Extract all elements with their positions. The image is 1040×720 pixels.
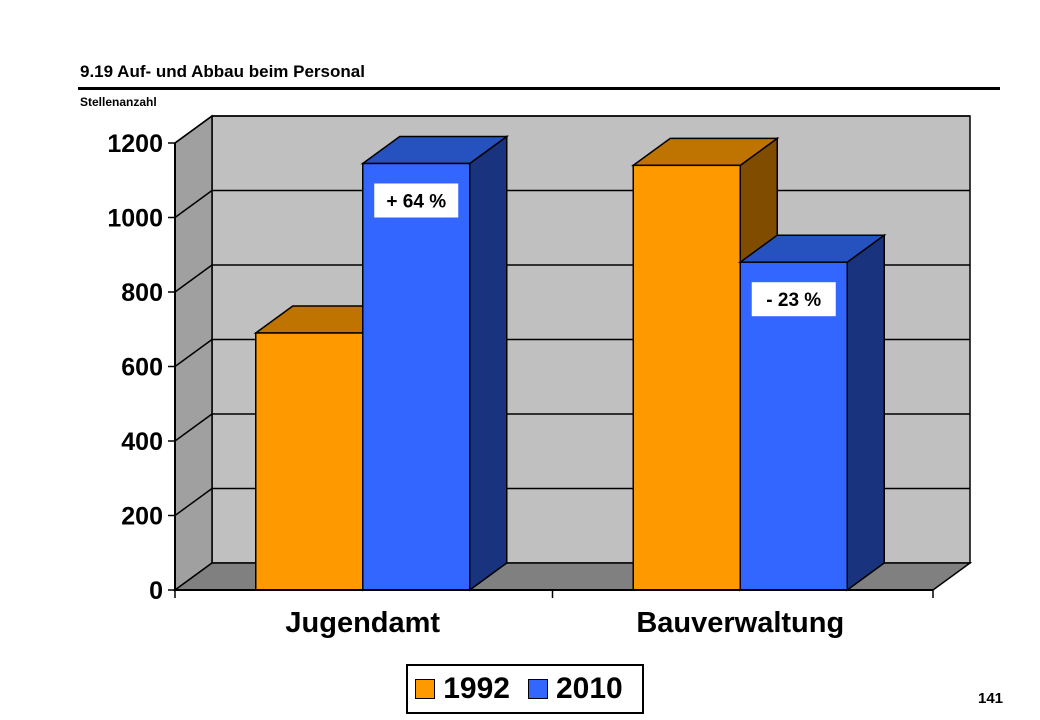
y-tick-label: 800 — [121, 279, 163, 307]
gridline-side — [174, 189, 213, 219]
bar-1992-0 — [255, 332, 364, 591]
page-title: 9.19 Auf- und Abbau beim Personal — [80, 62, 365, 81]
annotation-label-1: - 23 % — [766, 290, 821, 311]
bar-1992-1 — [632, 164, 741, 591]
gridline-side — [174, 413, 213, 442]
y-tick-label: 1200 — [107, 130, 163, 158]
y-tick-label: 600 — [121, 354, 163, 382]
legend-label-2010: 2010 — [556, 672, 623, 705]
y-axis-label: Stellenanzahl — [80, 95, 157, 109]
chart-legend: 1992 2010 — [406, 664, 644, 714]
legend-swatch-2010 — [528, 679, 548, 699]
bar-side-2010-1 — [846, 233, 885, 592]
x-tick-label-0: Jugendamt — [285, 607, 440, 639]
gridline-side — [174, 338, 213, 368]
legend-item-1992: 1992 — [415, 672, 522, 706]
y-tick-label: 1000 — [107, 205, 163, 233]
y-tick-label: 200 — [121, 503, 163, 531]
gridline-side — [174, 115, 213, 144]
gridline-side — [174, 264, 213, 293]
bar-2010-1 — [739, 261, 848, 591]
y-tick-label: 400 — [121, 428, 163, 456]
bar-2010-0 — [362, 162, 471, 591]
annotation-box-0 — [374, 183, 459, 218]
x-tick-label-1: Bauverwaltung — [636, 607, 844, 639]
y-tick-label: 0 — [149, 577, 163, 605]
legend-swatch-1992 — [415, 679, 436, 699]
bar-side-2010-0 — [469, 135, 508, 592]
annotation-label-0: + 64 % — [386, 191, 446, 212]
annotation-box-1 — [751, 282, 836, 317]
gridline-side — [174, 487, 213, 517]
title-divider — [78, 87, 1000, 90]
legend-label-1992: 1992 — [443, 672, 510, 705]
legend-item-2010: 2010 — [528, 672, 635, 706]
page-number: 141 — [978, 690, 1004, 707]
